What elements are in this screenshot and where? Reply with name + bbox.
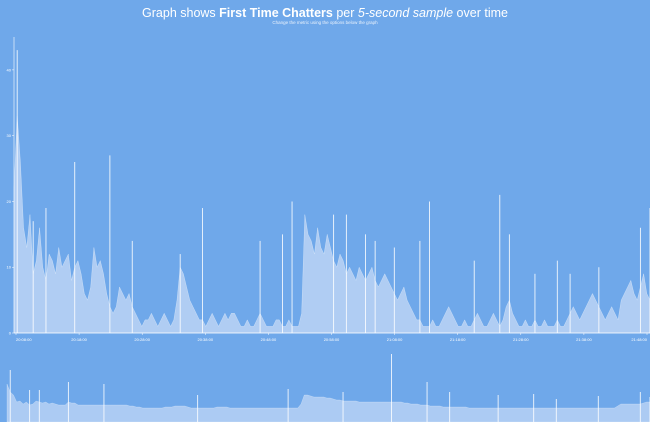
y-tick-label: 30 [7,133,12,138]
metric-name[interactable]: First Time Chatters [219,6,333,20]
x-tick-label: 21:38:00 [576,337,592,342]
x-tick-label: 20:08:00 [16,337,32,342]
x-tick-label: 21:28:00 [513,337,529,342]
x-tick-label: 21:18:00 [450,337,466,342]
x-tick-label: 21:08:00 [387,337,403,342]
title-per: per [332,6,358,20]
x-tick-label: 20:58:00 [324,337,340,342]
navigator-area-series [6,383,650,422]
y-tick-label: 40 [7,67,12,72]
x-tick-label: 20:18:00 [71,337,87,342]
y-tick-label: 0 [9,330,12,335]
title-prefix: Graph shows [142,6,220,20]
chart-title: Graph shows First Time Chatters per 5-se… [0,6,650,20]
x-tick-label: 20:38:00 [198,337,214,342]
title-suffix: over time [453,6,508,20]
x-tick-label: 20:48:00 [261,337,277,342]
chart-subtitle: Change the metric using the options belo… [272,20,378,25]
y-tick-label: 20 [7,199,12,204]
y-tick-label: 10 [7,265,12,270]
main-chart[interactable]: 0 10 20 30 40 20:08:00 20:18:00 20:28:00 20:38:0… [0,0,650,350]
x-tick-label: 20:28:00 [134,337,150,342]
sample-size[interactable]: 5-second sample [357,6,454,20]
x-tick-label: 21:48:00 [631,337,647,342]
